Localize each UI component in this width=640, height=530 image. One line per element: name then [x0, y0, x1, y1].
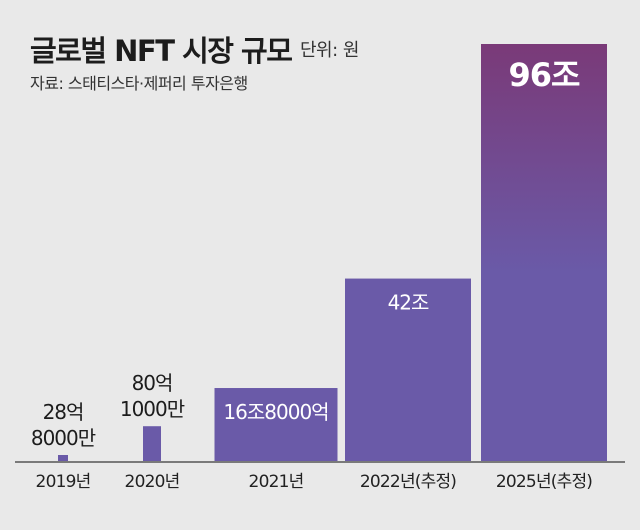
bar-2 — [214, 388, 338, 461]
bar-0 — [58, 455, 68, 461]
x-tick-label-1: 2020년 — [125, 472, 180, 492]
source-label: 자료: 스태티스타·제퍼리 투자은행 — [30, 74, 248, 93]
bar-3 — [345, 278, 471, 461]
x-tick-label-2: 2021년 — [249, 472, 304, 492]
value-label-3: 42조 — [388, 291, 429, 315]
value-label-1: 80억 1000만 — [120, 371, 185, 421]
value-labels-group: 28억 8000만 80억 1000만 16조8000억 42조 96조 — [31, 56, 581, 450]
value-label-2: 16조8000억 — [223, 400, 328, 424]
x-tick-label-4: 2025년(추정) — [496, 472, 592, 492]
bars-group — [58, 44, 607, 461]
x-tick-label-0: 2019년 — [36, 472, 91, 492]
bar-1 — [143, 426, 161, 461]
bar-4 — [481, 44, 607, 461]
x-tick-labels-group: 2019년 2020년 2021년 2022년(추정) 2025년(추정) — [36, 472, 594, 492]
unit-label: 단위: 원 — [300, 40, 359, 61]
value-label-0: 28억 8000만 — [31, 400, 96, 450]
value-label-4: 96조 — [509, 56, 581, 94]
x-tick-label-3: 2022년(추정) — [360, 472, 456, 492]
x-axis-baseline — [15, 461, 625, 463]
chart-title: 글로벌 NFT 시장 규모 — [30, 34, 293, 68]
